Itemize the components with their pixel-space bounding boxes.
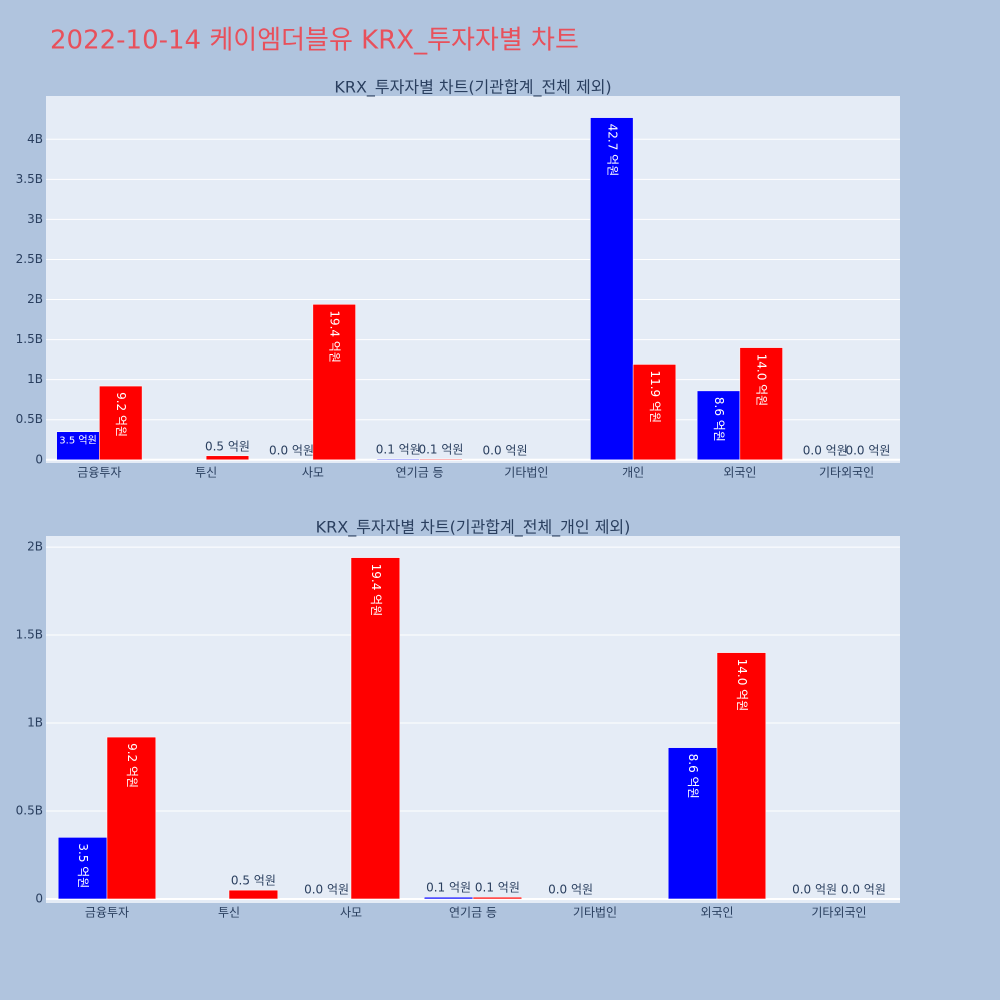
x-tick-label: 투신: [195, 466, 217, 480]
y-tick-label: 1.5B: [16, 332, 43, 346]
x-tick-label: 금융투자: [77, 466, 121, 480]
x-tick-label: 기타외국인: [819, 466, 874, 480]
page-title: 2022-10-14 케이엠더블유 KRX_투자자별 차트: [50, 26, 579, 56]
data-label: 14.0 억원: [735, 659, 749, 712]
bar: [696, 390, 741, 461]
data-label: 0.0 억원: [803, 443, 848, 457]
data-label: 19.4 억원: [328, 310, 342, 363]
x-tick-label: 금융투자: [85, 906, 129, 920]
x-tick-label: 사모: [302, 466, 324, 480]
data-label: 0.0 억원: [483, 443, 528, 457]
y-tick-label: 1B: [27, 716, 43, 730]
data-label: 0.1 억원: [426, 881, 471, 895]
y-tick-label: 1.5B: [16, 628, 43, 642]
bar: [632, 364, 677, 461]
bar: [667, 747, 718, 900]
data-label: 0.1 억원: [418, 442, 463, 456]
data-label: 14.0 억원: [755, 354, 769, 407]
y-tick-label: 1B: [27, 372, 43, 386]
y-tick-label: 3.5B: [16, 172, 43, 186]
bar: [423, 896, 474, 900]
bar: [57, 837, 108, 900]
data-label: 0.0 억원: [548, 882, 593, 896]
y-tick-label: 2B: [27, 540, 43, 554]
data-label: 19.4 억원: [369, 564, 383, 617]
bar: [56, 431, 100, 461]
bar: [376, 458, 420, 461]
data-label: 0.0 억원: [845, 443, 890, 457]
y-tick-label: 0.5B: [16, 412, 43, 426]
bar: [716, 652, 767, 900]
chart-title: KRX_투자자별 차트(기관합계_전체_개인 제외): [316, 518, 631, 538]
bar: [228, 889, 279, 900]
data-label: 0.1 억원: [376, 442, 421, 456]
y-tick-label: 0.5B: [16, 803, 43, 817]
x-tick-label: 개인: [622, 466, 644, 480]
plot-area: [46, 536, 900, 903]
x-tick-label: 외국인: [723, 466, 756, 480]
x-tick-label: 투신: [218, 906, 240, 920]
y-tick-label: 4B: [27, 132, 43, 146]
bar: [99, 385, 143, 461]
data-label: 8.6 억원: [712, 397, 726, 442]
y-tick-label: 3B: [27, 212, 43, 226]
y-tick-label: 0: [35, 891, 43, 905]
y-tick-label: 2B: [27, 292, 43, 306]
x-tick-label: 기타법인: [504, 466, 548, 480]
data-label: 3.5 억원: [59, 435, 96, 447]
bar: [739, 347, 783, 461]
bar: [419, 458, 463, 461]
bar: [472, 896, 523, 900]
bar: [590, 117, 634, 461]
x-tick-label: 외국인: [700, 906, 733, 920]
x-tick-label: 기타외국인: [811, 906, 866, 920]
data-label: 11.9 억원: [648, 370, 662, 423]
x-tick-label: 사모: [340, 906, 362, 920]
data-label: 0.0 억원: [269, 443, 314, 457]
data-label: 3.5 억원: [76, 843, 90, 888]
data-label: 0.5 억원: [231, 874, 276, 888]
y-tick-label: 0: [35, 452, 43, 466]
bar: [312, 304, 356, 461]
x-tick-label: 기타법인: [573, 906, 617, 920]
x-tick-label: 연기금 등: [449, 906, 497, 920]
bar: [106, 736, 157, 900]
x-tick-label: 연기금 등: [396, 466, 444, 480]
y-tick-label: 2.5B: [16, 252, 43, 266]
data-label: 0.0 억원: [841, 882, 886, 896]
bar: [205, 455, 250, 461]
bar: [350, 557, 401, 900]
data-label: 0.0 억원: [304, 882, 349, 896]
data-label: 0.5 억원: [205, 439, 250, 453]
data-label: 8.6 억원: [686, 754, 700, 799]
data-label: 42.7 억원: [605, 124, 619, 177]
data-label: 9.2 억원: [125, 743, 139, 788]
data-label: 0.0 억원: [792, 882, 837, 896]
data-label: 9.2 억원: [114, 392, 128, 437]
chart-title: KRX_투자자별 차트(기관합계_전체 제외): [334, 78, 611, 98]
data-label: 0.1 억원: [475, 881, 520, 895]
